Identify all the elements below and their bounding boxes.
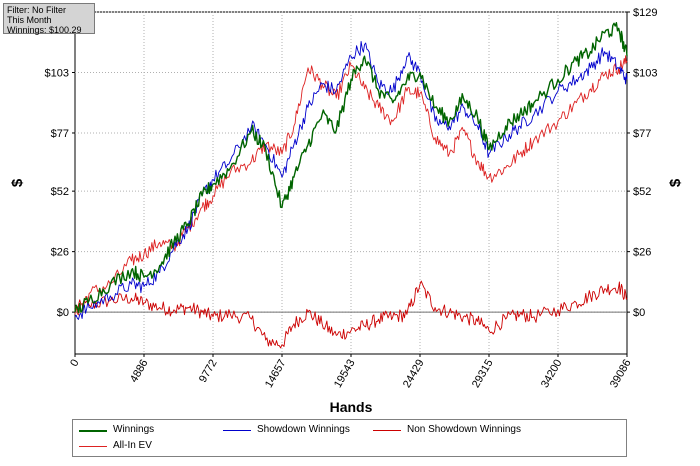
x-tick-label-5: 24429 bbox=[401, 358, 427, 390]
right-y-axis-label: $ bbox=[667, 178, 684, 187]
legend-swatch-showdown bbox=[223, 430, 251, 431]
filter-line-3: Winnings: $100.29 bbox=[7, 25, 82, 35]
x-tick-label-2: 9772 bbox=[197, 358, 220, 385]
x-tick-label-0: 0 bbox=[68, 358, 81, 369]
filter-line-1: Filter: No Filter bbox=[7, 5, 67, 15]
left-y-tick-label-4: $103 bbox=[45, 67, 69, 79]
filter-info-panel: Filter: No Filter This Month Winnings: $… bbox=[3, 3, 95, 35]
series-line-winnings bbox=[74, 22, 628, 314]
left-y-tick-label-3: $77 bbox=[51, 128, 69, 140]
legend-label-non-showdown: Non Showdown Winnings bbox=[407, 424, 521, 435]
legend-swatch-allin-ev bbox=[79, 446, 107, 447]
legend-swatch-winnings bbox=[79, 430, 107, 432]
left-y-tick-label-1: $26 bbox=[51, 247, 69, 259]
series-line-non-showdown-winnings bbox=[74, 280, 628, 349]
left-y-tick-label-0: $0 bbox=[57, 307, 69, 319]
x-tick-label-8: 39086 bbox=[608, 358, 634, 390]
legend-label-winnings: Winnings bbox=[113, 424, 155, 435]
right-y-tick-label-2: $52 bbox=[633, 186, 651, 198]
x-tick-label-1: 4886 bbox=[128, 358, 151, 385]
legend-label-showdown: Showdown Winnings bbox=[257, 424, 350, 435]
right-y-tick-label-4: $103 bbox=[633, 67, 657, 79]
chart-legend: Winnings Showdown Winnings Non Showdown … bbox=[72, 419, 627, 457]
x-tick-label-4: 19543 bbox=[332, 358, 358, 390]
right-y-tick-label-3: $77 bbox=[633, 128, 651, 140]
left-y-tick-label-2: $52 bbox=[51, 186, 69, 198]
right-y-tick-label-1: $26 bbox=[633, 247, 651, 259]
x-tick-label-7: 34200 bbox=[539, 358, 565, 390]
filter-line-2: This Month bbox=[7, 15, 52, 25]
x-tick-label-6: 29315 bbox=[470, 358, 496, 390]
legend-label-allin-ev: All-In EV bbox=[113, 440, 152, 451]
left-y-axis-label: $ bbox=[9, 178, 26, 187]
right-y-tick-label-5: $129 bbox=[633, 7, 657, 19]
legend-swatch-non-showdown bbox=[373, 430, 401, 431]
series-line-showdown-winnings bbox=[74, 41, 628, 320]
x-tick-label-3: 14657 bbox=[263, 358, 289, 390]
right-y-tick-label-0: $0 bbox=[633, 307, 645, 319]
x-axis-label: Hands bbox=[330, 399, 373, 415]
